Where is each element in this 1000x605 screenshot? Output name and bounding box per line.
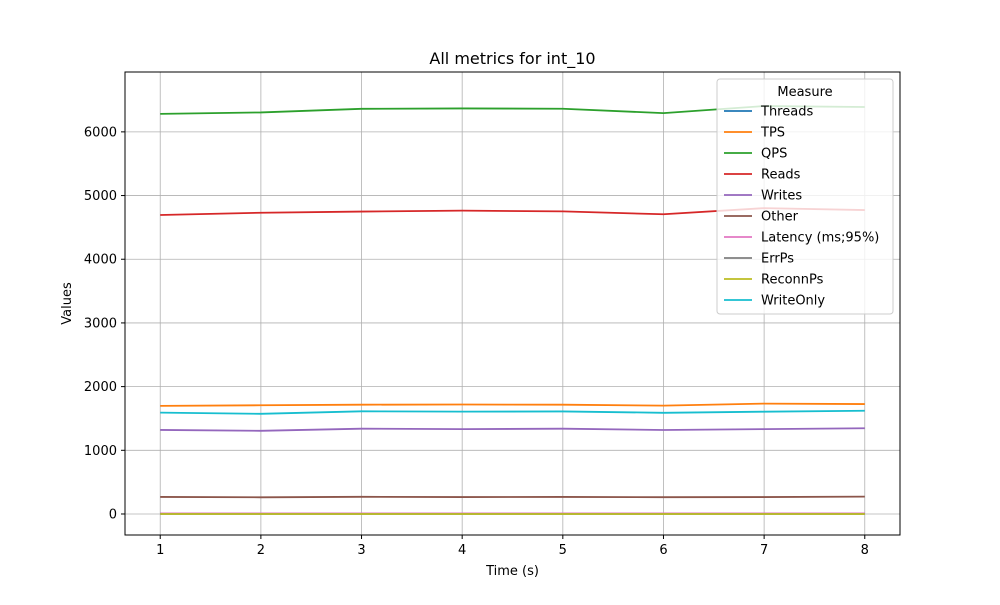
series-lines [160,105,865,515]
y-axis-label: Values [60,282,75,325]
y-tick-label: 2000 [84,380,117,395]
x-tick-label: 4 [458,543,466,558]
legend-label: Latency (ms;95%) [761,231,879,246]
x-axis-label: Time (s) [485,564,539,579]
x-tick-label: 3 [357,543,365,558]
legend-item-latency-ms-95: Latency (ms;95%) [724,231,879,246]
x-tick-label: 2 [257,543,265,558]
plot-frame [124,71,901,536]
legend-item-threads: Threads [724,105,813,120]
y-tick-label: 5000 [84,189,117,204]
series-line-tps [160,402,865,407]
legend-item-writes: Writes [724,189,802,204]
y-tick-label: 0 [109,507,117,522]
legend-items: Threads TPS QPS Reads Writes Other Latency (ms… [724,105,879,309]
legend-item-reads: Reads [724,168,801,183]
legend-label: WriteOnly [761,294,825,309]
series-line-writes [160,427,865,432]
legend-label: Reads [761,168,801,183]
legend-label: Other [761,210,799,225]
legend-label: TPS [760,126,785,141]
x-tick-label: 7 [760,543,768,558]
x-tick-label: 6 [659,543,667,558]
legend-label: QPS [761,147,787,162]
legend-box [716,78,894,315]
legend-item-qps: QPS [724,147,787,162]
x-tick-label: 1 [156,543,164,558]
legend-label: ErrPs [761,252,794,267]
legend-item-other: Other [724,210,799,225]
series-line-writeonly [160,409,865,415]
legend-label: Threads [760,105,813,120]
legend-item-tps: TPS [724,126,785,141]
legend-item-reconnps: ReconnPs [724,273,824,288]
x-tick-label: 8 [861,543,869,558]
legend-label: ReconnPs [761,273,824,288]
y-tick-label: 1000 [84,444,117,459]
y-tick-label: 4000 [84,253,117,268]
y-axis-ticks: 0 1000 2000 3000 4000 5000 6000 [84,125,125,522]
legend-item-errps: ErrPs [724,252,794,267]
x-axis-ticks: 1 2 3 4 5 6 7 8 [156,535,869,558]
legend: Measure Threads TPS QPS Reads Writes Other Lat… [716,78,894,315]
y-tick-label: 3000 [84,316,117,331]
chart-title: All metrics for int_10 [429,49,595,69]
legend-title: Measure [777,85,832,100]
x-tick-label: 5 [559,543,567,558]
y-tick-label: 6000 [84,125,117,140]
legend-item-writeonly: WriteOnly [724,294,825,309]
legend-label: Writes [761,189,802,204]
series-line-other [160,495,865,499]
